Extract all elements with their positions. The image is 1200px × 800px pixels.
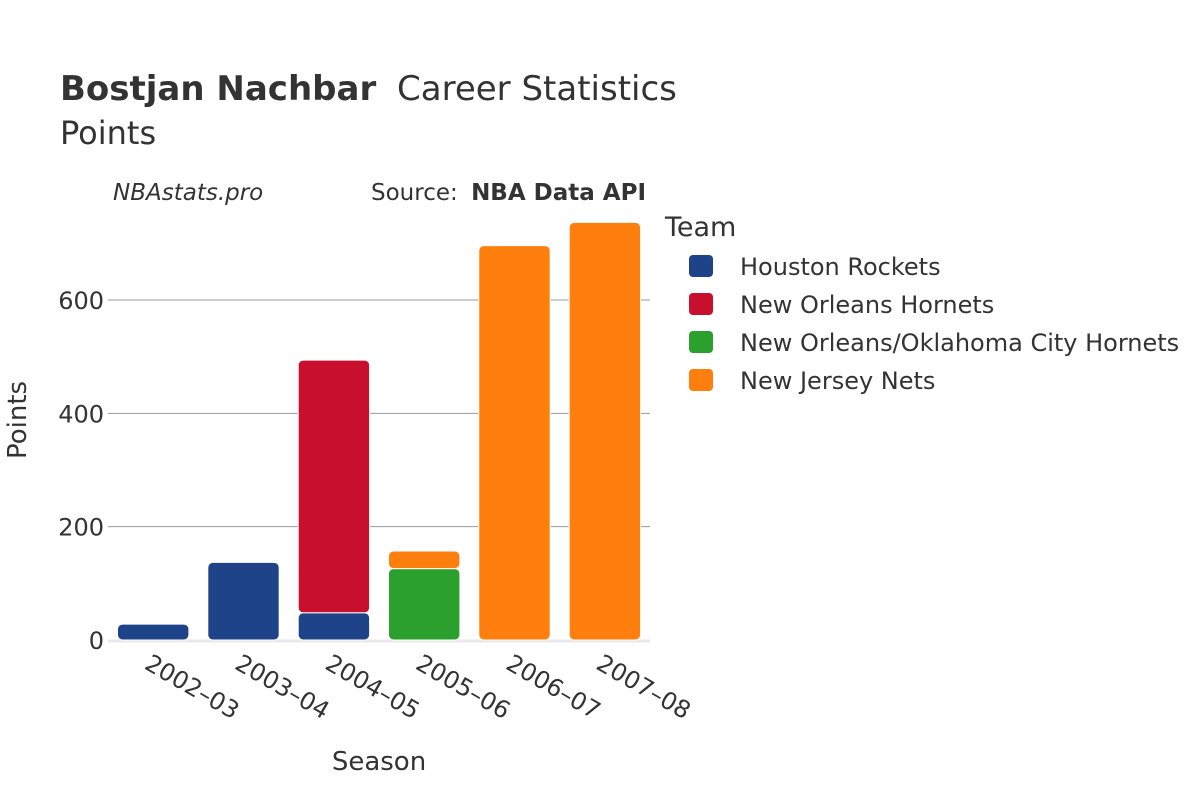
legend-label: New Jersey Nets [740,367,935,395]
bar-segment [297,359,371,614]
legend-label: New Orleans/Oklahoma City Hornets [740,329,1179,357]
legend-title: Team [664,212,736,243]
x-axis-label: Season [332,747,426,777]
legend-swatch [689,331,713,353]
source-prefix: Source: [371,180,458,206]
bar-segment [117,623,190,641]
y-tick-label: 600 [58,287,104,315]
y-axis-ticks: 0 200 400 600 [58,287,104,655]
site-label: NBAstats.pro [113,180,263,206]
legend-swatch [689,255,713,277]
x-tick-label: 2003–04 [231,649,335,725]
x-axis-ticks: 2002–032003–042004–052005–062006–072007–… [140,649,695,725]
title-rest: Career Statistics [397,69,677,109]
x-tick-label: 2005–06 [411,649,515,725]
bar-segment [478,245,551,641]
bar-segment [297,612,371,641]
y-axis-label: Points [3,381,33,459]
source-name: NBA Data API [471,180,646,206]
chart-subtitle: Points [60,114,156,152]
title-player: Bostjan Nachbar [60,69,376,109]
gridlines [108,299,650,643]
x-tick-label: 2002–03 [140,649,244,725]
bar-segment [388,568,461,641]
y-tick-label: 400 [58,400,104,428]
legend: Houston Rockets New Orleans Hornets New Or… [689,253,1179,395]
chart-title: Bostjan Nachbar Career Statistics [60,69,677,109]
x-tick-label: 2006–07 [502,649,606,725]
bar-segment [207,561,280,641]
y-tick-label: 0 [89,627,104,655]
bar-segment [568,221,642,641]
y-tick-label: 200 [58,514,104,542]
bars [117,221,642,641]
legend-swatch [689,369,713,391]
bar-segment [388,550,461,570]
legend-label: Houston Rockets [740,253,941,281]
x-tick-label: 2007–08 [592,649,696,725]
legend-label: New Orleans Hornets [740,291,994,319]
legend-swatch [689,293,713,315]
source-label: Source: NBA Data API [371,180,646,206]
x-tick-label: 2004–05 [321,649,425,725]
